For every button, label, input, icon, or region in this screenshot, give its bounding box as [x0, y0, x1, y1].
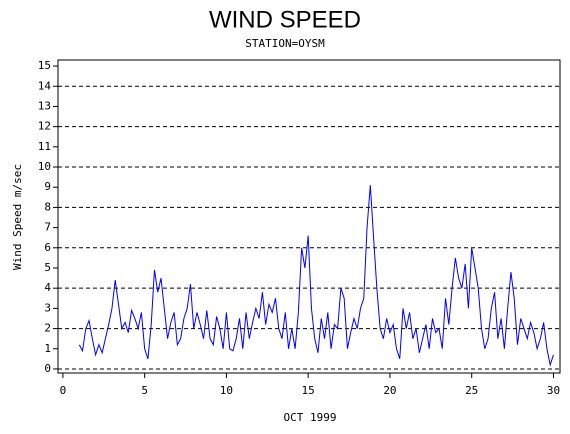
y-tick-label: 14 [38, 79, 52, 92]
plot-frame [57, 59, 561, 374]
y-tick-label: 4 [44, 281, 51, 294]
y-tick-label: 15 [38, 59, 51, 72]
x-tick-label: 15 [302, 384, 315, 397]
x-tick-label: 10 [220, 384, 233, 397]
chart-subtitle: STATION=OYSM [245, 37, 325, 50]
y-tick-label: 1 [44, 342, 51, 355]
y-tick-label: 8 [44, 200, 51, 213]
x-tick-label: 20 [383, 384, 396, 397]
y-tick-label: 12 [38, 120, 51, 133]
y-tick-label: 6 [44, 241, 51, 254]
data-line [78, 185, 554, 367]
y-tick-label: 9 [44, 180, 51, 193]
x-tick-label: 30 [547, 384, 560, 397]
y-tick-label: 10 [38, 160, 51, 173]
y-tick-label: 11 [38, 140, 51, 153]
x-axis-label: OCT 1999 [284, 411, 337, 424]
y-tick-label: 2 [44, 322, 51, 335]
chart-title: WIND SPEED [209, 6, 361, 33]
y-tick-label: 5 [44, 261, 51, 274]
y-tick-label: 3 [44, 301, 51, 314]
y-axis-label: Wind Speed m/sec [11, 164, 24, 270]
y-tick-label: 0 [44, 362, 51, 375]
x-tick-label: 0 [60, 384, 67, 397]
y-tick-label: 13 [38, 99, 51, 112]
x-tick-label: 25 [465, 384, 478, 397]
x-tick-label: 5 [141, 384, 148, 397]
y-tick-label: 7 [44, 221, 51, 234]
